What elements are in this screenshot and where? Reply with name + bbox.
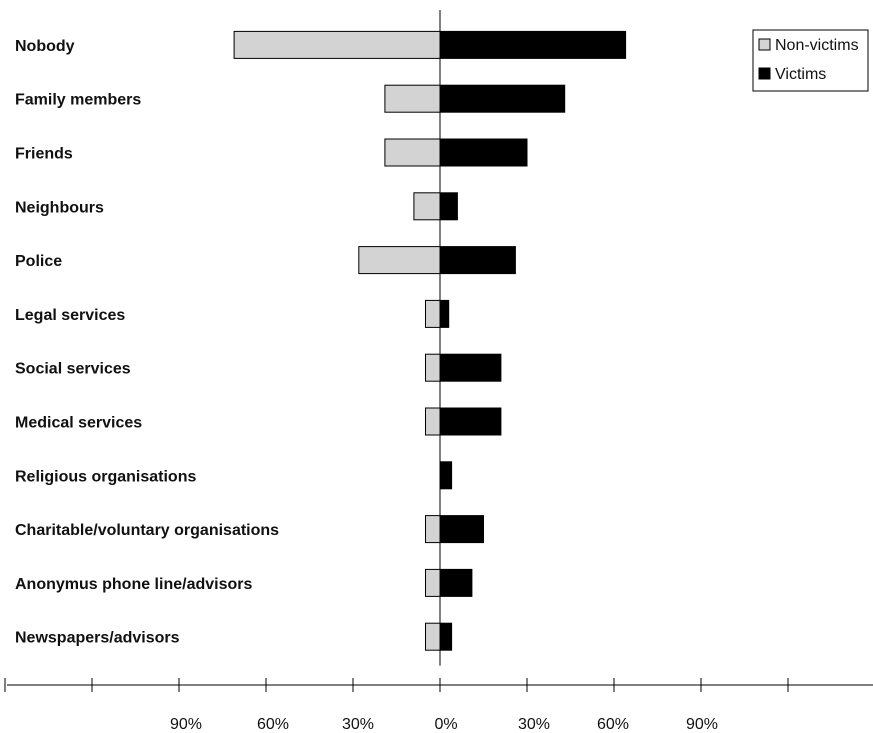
x-tick-label: 60% bbox=[597, 716, 629, 733]
bars-group bbox=[233, 30, 627, 651]
bar-non-victims bbox=[425, 515, 441, 544]
bar-victims bbox=[439, 622, 453, 651]
bar-victims bbox=[439, 461, 453, 490]
category-label: Nobody bbox=[15, 38, 75, 55]
bar-victims bbox=[439, 138, 528, 167]
category-label: Friends bbox=[15, 146, 73, 163]
bar-non-victims bbox=[358, 246, 441, 275]
bar-victims bbox=[439, 515, 484, 544]
bar-non-victims bbox=[425, 622, 441, 651]
bar-non-victims bbox=[425, 568, 441, 597]
bar-victims bbox=[439, 353, 502, 382]
category-label: Social services bbox=[15, 361, 131, 378]
legend-label: Non-victims bbox=[775, 37, 859, 54]
category-label: Legal services bbox=[15, 307, 125, 324]
bar-non-victims bbox=[384, 84, 441, 113]
bar-victims bbox=[439, 192, 458, 221]
x-tick-label: 30% bbox=[518, 716, 550, 733]
bar-victims bbox=[439, 84, 566, 113]
bar-victims bbox=[439, 246, 516, 275]
bar-victims bbox=[439, 407, 502, 436]
tick-labels-group: 90% 60% 30% 0% 30% 60% 90% bbox=[170, 716, 718, 733]
category-label: Anonymus phone line/advisors bbox=[15, 576, 252, 593]
x-tick-label: 30% bbox=[342, 716, 374, 733]
x-tick-label: 90% bbox=[686, 716, 718, 733]
category-label: Police bbox=[15, 253, 62, 270]
bar-non-victims bbox=[425, 407, 441, 436]
bar-non-victims bbox=[425, 299, 441, 328]
legend-swatch bbox=[758, 67, 771, 80]
legend-box bbox=[752, 29, 869, 92]
legend-swatch bbox=[758, 38, 771, 51]
legend-label: Victims bbox=[775, 66, 826, 83]
category-label: Family members bbox=[15, 92, 141, 109]
bar-non-victims bbox=[384, 138, 441, 167]
category-labels-group: Nobody Family members Friends Neighbours Pol… bbox=[15, 38, 279, 647]
bar-victims bbox=[439, 568, 473, 597]
x-tick-label: 90% bbox=[170, 716, 202, 733]
legend: Non-victims Victims bbox=[752, 29, 869, 92]
x-tick-label: 0% bbox=[434, 716, 457, 733]
category-label: Religious organisations bbox=[15, 468, 196, 485]
category-label: Neighbours bbox=[15, 199, 104, 216]
bar-non-victims bbox=[233, 30, 441, 59]
bar-victims bbox=[439, 299, 450, 328]
category-label: Newspapers/advisors bbox=[15, 630, 180, 647]
category-label: Medical services bbox=[15, 415, 142, 432]
x-tick-label: 60% bbox=[257, 716, 289, 733]
category-label: Charitable/voluntary organisations bbox=[15, 522, 279, 539]
bar-non-victims bbox=[413, 192, 441, 221]
bar-non-victims bbox=[425, 353, 441, 382]
bar-victims bbox=[439, 30, 627, 59]
x-axis bbox=[4, 678, 873, 692]
